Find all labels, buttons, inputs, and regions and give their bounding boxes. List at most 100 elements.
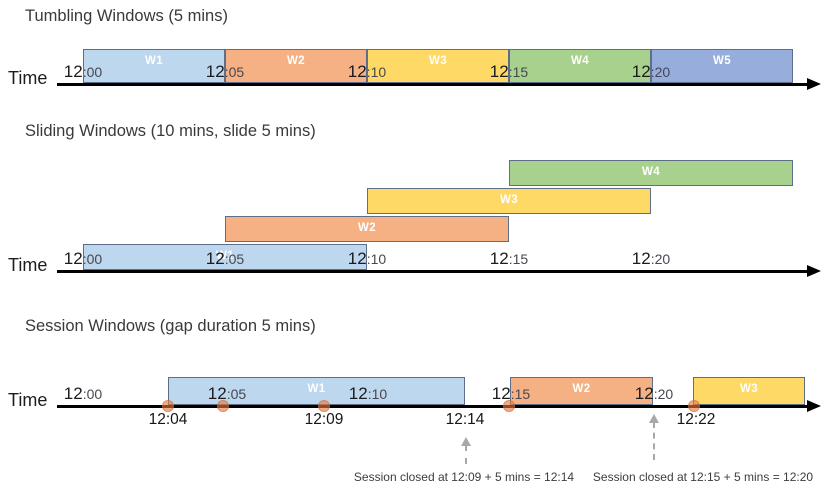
time-axis-line	[57, 405, 809, 408]
tick-hour: 12	[631, 62, 651, 81]
tick-hour: 12	[348, 384, 368, 403]
axis-tick-label: 12:10	[348, 62, 386, 82]
axis-tick-label: 12:20	[632, 249, 670, 269]
time-axis-label: Time	[8, 68, 48, 88]
tick-hour: 12	[207, 384, 227, 403]
tick-minute: :10	[367, 386, 388, 402]
time-axis-arrowhead-icon	[807, 400, 821, 412]
window-box-tumbling-w1: W1	[83, 49, 225, 83]
window-label: W3	[739, 383, 759, 395]
time-axis-line	[57, 270, 809, 273]
tick-minute: :05	[224, 64, 245, 80]
event-dot	[162, 400, 174, 412]
section-title-sliding: Sliding Windows (10 mins, slide 5 mins)	[25, 122, 316, 140]
window-label: W3	[499, 194, 519, 206]
window-box-session-w2: W2	[510, 377, 653, 405]
tick-hour: 12	[63, 384, 83, 403]
time-axis-label: Time	[8, 255, 48, 275]
window-label: W1	[307, 383, 326, 395]
tick-hour: 12	[63, 249, 83, 268]
event-dot	[318, 400, 330, 412]
window-box-tumbling-w5: W5	[651, 49, 793, 83]
axis-tick-label: 12:05	[206, 62, 244, 82]
arrow-dashed-tail	[465, 445, 467, 464]
window-box-tumbling-w4: W4	[509, 49, 651, 83]
event-dot	[688, 400, 700, 412]
window-label: W1	[144, 55, 164, 67]
tick-hour: 12	[631, 249, 651, 268]
window-box-tumbling-w3: W3	[367, 49, 509, 83]
event-time-label: 12:09	[304, 411, 344, 428]
time-axis-arrowhead-icon	[807, 265, 821, 277]
event-time-label: 12:04	[148, 411, 188, 428]
axis-tick-label: 12:00	[64, 384, 102, 404]
axis-tick-label: 12:20	[635, 384, 673, 404]
tick-hour: 12	[634, 384, 654, 403]
window-box-sliding-w2: W2	[225, 216, 509, 242]
tick-minute: :00	[82, 251, 103, 267]
tick-hour: 12	[205, 249, 225, 268]
axis-tick-label: 12:05	[208, 384, 246, 404]
time-axis-arrowhead-icon	[807, 78, 821, 90]
section-title-tumbling: Tumbling Windows (5 mins)	[25, 7, 228, 25]
event-time-label: 12:22	[676, 411, 716, 428]
event-dot	[503, 400, 515, 412]
axis-tick-label: 12:10	[349, 384, 387, 404]
axis-tick-label: 12:00	[64, 249, 102, 269]
time-axis-label: Time	[8, 390, 48, 410]
axis-tick-label: 12:20	[632, 62, 670, 82]
tick-minute: :20	[650, 251, 671, 267]
tick-minute: :15	[510, 386, 531, 402]
tick-minute: :00	[82, 386, 103, 402]
window-box-sliding-w3: W3	[367, 188, 651, 214]
tick-minute: :15	[508, 64, 529, 80]
section-title-session: Session Windows (gap duration 5 mins)	[25, 317, 316, 335]
window-label: W4	[641, 166, 661, 178]
closure-caption: Session closed at 12:15 + 5 mins = 12:20	[592, 470, 814, 484]
tick-minute: :15	[508, 251, 529, 267]
window-box-session-w3: W3	[693, 377, 805, 405]
window-box-session-w1: W1	[168, 377, 465, 405]
window-label: W2	[286, 55, 306, 67]
axis-tick-label: 12:15	[490, 249, 528, 269]
tick-minute: :10	[366, 64, 387, 80]
window-label: W2	[572, 383, 591, 395]
axis-tick-label: 12:00	[64, 62, 102, 82]
tick-minute: :20	[650, 64, 671, 80]
tick-minute: :05	[224, 251, 245, 267]
tick-hour: 12	[489, 62, 509, 81]
window-label: W1	[215, 250, 235, 262]
axis-tick-label: 12:15	[490, 62, 528, 82]
axis-tick-label: 12:05	[206, 249, 244, 269]
window-label: W3	[428, 55, 448, 67]
arrow-up-icon	[461, 437, 471, 446]
arrow-dashed-tail	[653, 422, 655, 460]
tick-hour: 12	[347, 62, 367, 81]
event-dot	[217, 400, 229, 412]
window-label: W4	[570, 55, 590, 67]
window-box-sliding-w1: W1	[83, 244, 367, 270]
tick-hour: 12	[491, 384, 511, 403]
closure-caption: Session closed at 12:09 + 5 mins = 12:14	[353, 470, 575, 484]
tick-minute: :20	[653, 386, 674, 402]
axis-tick-label: 12:15	[492, 384, 530, 404]
axis-tick-label: 12:10	[348, 249, 386, 269]
tick-hour: 12	[63, 62, 83, 81]
window-label: W2	[357, 222, 377, 234]
event-time-label: 12:14	[445, 411, 485, 428]
tick-minute: :00	[82, 64, 103, 80]
tick-hour: 12	[205, 62, 225, 81]
arrow-up-icon	[649, 414, 659, 423]
window-label: W5	[712, 55, 732, 67]
tick-minute: :05	[226, 386, 247, 402]
time-axis-line	[57, 83, 809, 86]
tick-minute: :10	[366, 251, 387, 267]
window-box-sliding-w4: W4	[509, 160, 793, 186]
